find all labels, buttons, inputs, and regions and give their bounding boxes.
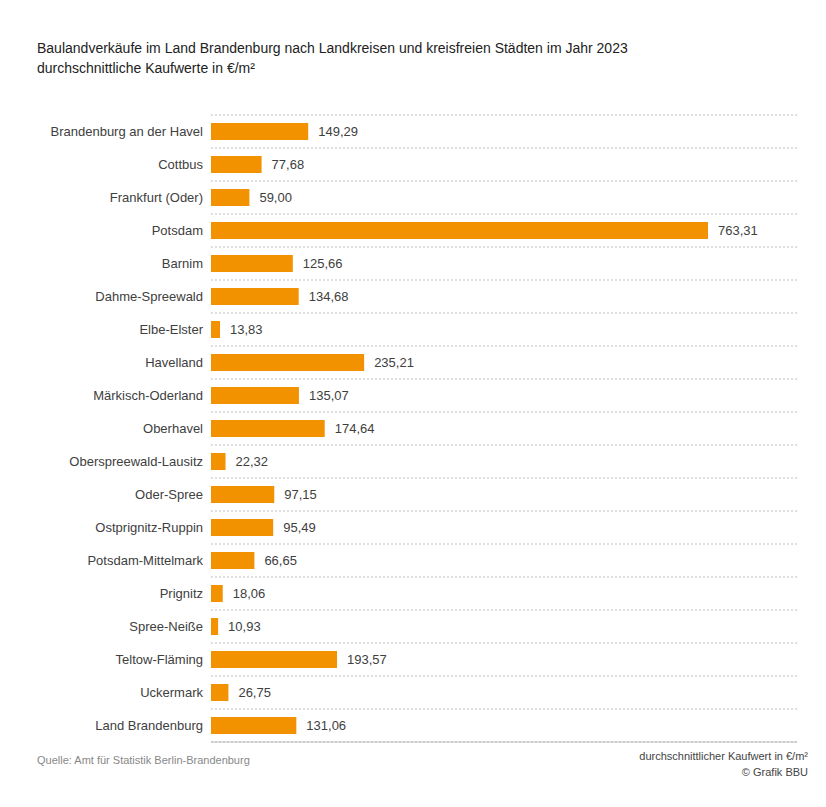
svg-text:Potsdam-Mittelmark: Potsdam-Mittelmark xyxy=(87,553,203,568)
svg-text:59,00: 59,00 xyxy=(259,190,292,205)
html-text:durchschnittlicher Kaufwert in: durchschnittlicher Kaufwert in €/m² xyxy=(639,750,808,762)
svg-text:Oberhavel: Oberhavel xyxy=(143,421,203,436)
svg-text:Barnim: Barnim xyxy=(162,256,203,271)
svg-text:Prignitz: Prignitz xyxy=(160,586,203,601)
svg-text:763,31: 763,31 xyxy=(718,223,758,238)
svg-text:Havelland: Havelland xyxy=(145,355,203,370)
svg-text:174,64: 174,64 xyxy=(335,421,375,436)
svg-text:125,66: 125,66 xyxy=(303,256,343,271)
svg-text:149,29: 149,29 xyxy=(318,124,358,139)
svg-text:18,06: 18,06 xyxy=(233,586,266,601)
svg-text:Spree-Neiße: Spree-Neiße xyxy=(129,619,203,634)
svg-text:135,07: 135,07 xyxy=(309,388,349,403)
svg-text:134,68: 134,68 xyxy=(309,289,349,304)
svg-text:22,32: 22,32 xyxy=(236,454,269,469)
svg-text:77,68: 77,68 xyxy=(272,157,305,172)
svg-text:193,57: 193,57 xyxy=(347,652,387,667)
svg-text:Teltow-Fläming: Teltow-Fläming xyxy=(116,652,203,667)
svg-text:10,93: 10,93 xyxy=(228,619,261,634)
svg-text:Frankfurt (Oder): Frankfurt (Oder) xyxy=(110,190,203,205)
svg-text:97,15: 97,15 xyxy=(284,487,317,502)
svg-text:Brandenburg an der Havel: Brandenburg an der Havel xyxy=(51,124,204,139)
svg-text:Oder-Spree: Oder-Spree xyxy=(135,487,203,502)
html-text:© Grafik BBU: © Grafik BBU xyxy=(741,766,808,778)
svg-text:Elbe-Elster: Elbe-Elster xyxy=(139,322,203,337)
svg-text:66,65: 66,65 xyxy=(264,553,297,568)
svg-text:Uckermark: Uckermark xyxy=(140,685,203,700)
html-text:Quelle: Amt für Statistik Berl: Quelle: Amt für Statistik Berlin-Branden… xyxy=(37,754,250,766)
svg-text:Potsdam: Potsdam xyxy=(152,223,203,238)
html-text:Baulandverkäufe im Land Brande: Baulandverkäufe im Land Brandenburg nach… xyxy=(37,40,628,56)
svg-text:Oberspreewald-Lausitz: Oberspreewald-Lausitz xyxy=(69,454,203,469)
svg-text:235,21: 235,21 xyxy=(374,355,414,370)
svg-text:26,75: 26,75 xyxy=(238,685,271,700)
svg-text:13,83: 13,83 xyxy=(230,322,263,337)
svg-text:Land Brandenburg: Land Brandenburg xyxy=(95,718,203,733)
svg-text:Cottbus: Cottbus xyxy=(158,157,203,172)
html-text:durchschnittliche Kaufwerte in: durchschnittliche Kaufwerte in €/m² xyxy=(37,60,255,76)
svg-text:131,06: 131,06 xyxy=(306,718,346,733)
svg-text:95,49: 95,49 xyxy=(283,520,316,535)
svg-text:Ostprignitz-Ruppin: Ostprignitz-Ruppin xyxy=(95,520,203,535)
svg-text:Dahme-Spreewald: Dahme-Spreewald xyxy=(95,289,203,304)
svg-text:Märkisch-Oderland: Märkisch-Oderland xyxy=(93,388,203,403)
